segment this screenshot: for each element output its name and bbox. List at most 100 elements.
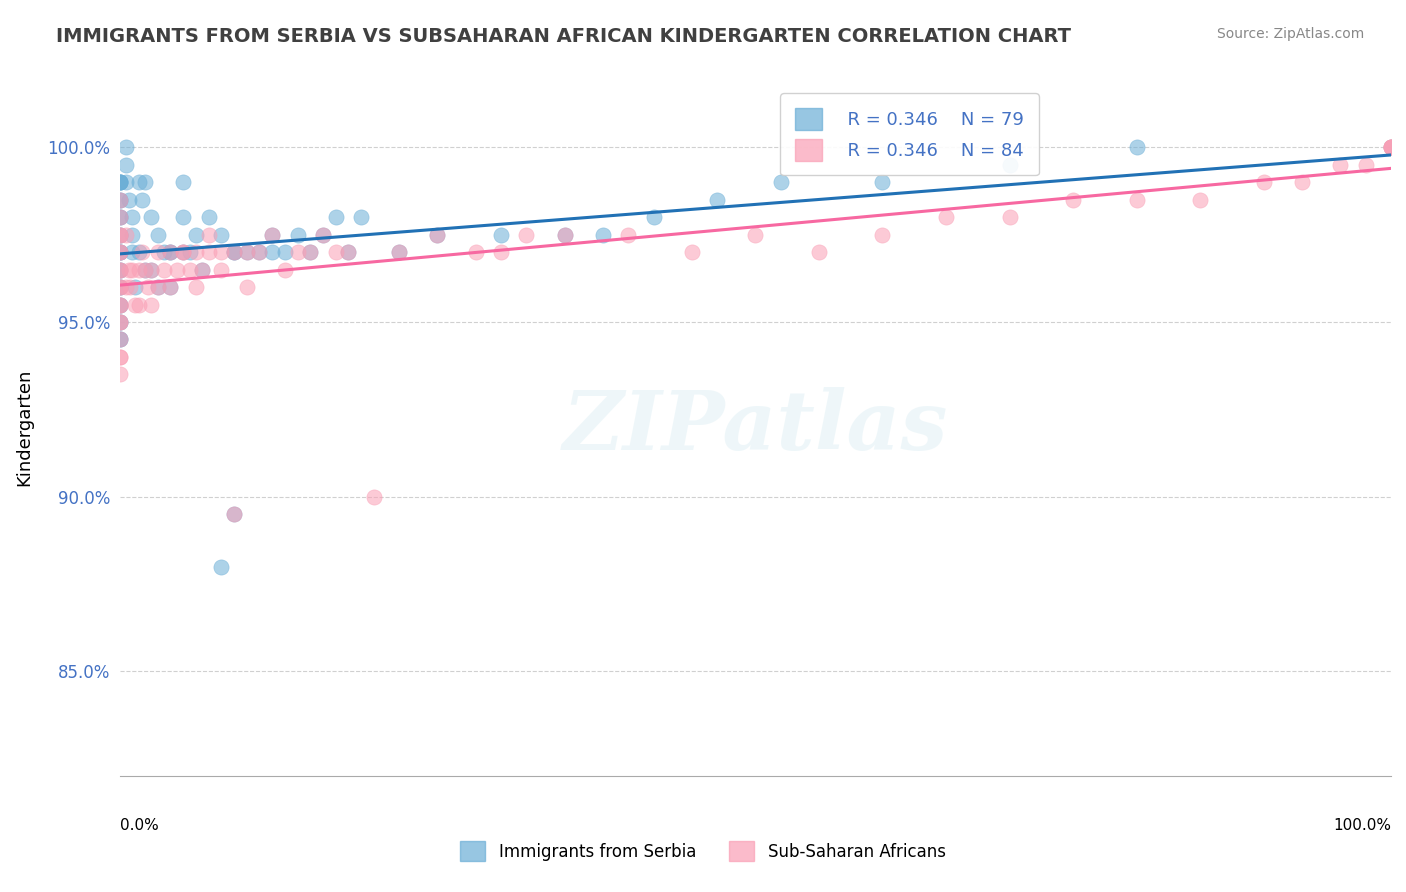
Point: [134, 262, 156, 277]
Point: [108, 280, 131, 294]
Point: [159, 245, 181, 260]
Point: [159, 245, 181, 260]
Point: [134, 262, 156, 277]
Text: ZIPatlas: ZIPatlas: [562, 387, 948, 467]
Point: [337, 245, 360, 260]
Point: [108, 210, 131, 224]
Point: [388, 245, 411, 260]
Point: [489, 245, 512, 260]
Point: [209, 227, 232, 242]
Point: [141, 262, 163, 277]
Point: [108, 175, 131, 189]
Point: [312, 227, 335, 242]
Point: [209, 262, 232, 277]
Point: [172, 245, 194, 260]
Point: [299, 245, 322, 260]
Point: [744, 227, 766, 242]
Point: [197, 227, 219, 242]
Point: [515, 227, 537, 242]
Point: [222, 507, 245, 521]
Point: [172, 245, 194, 260]
Text: 0.0%: 0.0%: [120, 818, 159, 833]
Point: [124, 297, 146, 311]
Point: [184, 227, 207, 242]
Point: [262, 245, 284, 260]
Point: [235, 245, 257, 260]
Point: [108, 262, 131, 277]
Point: [872, 227, 894, 242]
Point: [209, 245, 232, 260]
Text: Source: ZipAtlas.com: Source: ZipAtlas.com: [1216, 27, 1364, 41]
Point: [274, 262, 297, 277]
Point: [706, 193, 728, 207]
Point: [769, 175, 792, 189]
Point: [287, 245, 309, 260]
Point: [159, 280, 181, 294]
Point: [172, 210, 194, 224]
Point: [1125, 140, 1147, 154]
Point: [262, 227, 284, 242]
Point: [617, 227, 640, 242]
Point: [108, 262, 131, 277]
Point: [299, 245, 322, 260]
Point: [134, 175, 156, 189]
Point: [108, 333, 131, 347]
Point: [464, 245, 486, 260]
Point: [141, 297, 163, 311]
Point: [108, 227, 131, 242]
Point: [128, 297, 150, 311]
Point: [222, 507, 245, 521]
Point: [592, 227, 614, 242]
Point: [172, 175, 194, 189]
Point: [146, 245, 169, 260]
Point: [325, 210, 347, 224]
Point: [108, 297, 131, 311]
Point: [1379, 140, 1402, 154]
Point: [262, 227, 284, 242]
Point: [184, 245, 207, 260]
Point: [681, 245, 703, 260]
Point: [118, 280, 141, 294]
Point: [108, 315, 131, 329]
Point: [124, 280, 146, 294]
Point: [179, 245, 201, 260]
Point: [108, 297, 131, 311]
Point: [108, 175, 131, 189]
Point: [136, 280, 159, 294]
Point: [141, 262, 163, 277]
Point: [153, 245, 176, 260]
Text: 100.0%: 100.0%: [1333, 818, 1391, 833]
Point: [108, 175, 131, 189]
Point: [159, 245, 181, 260]
Point: [1379, 140, 1402, 154]
Point: [108, 350, 131, 364]
Point: [1253, 175, 1275, 189]
Point: [108, 315, 131, 329]
Point: [197, 210, 219, 224]
Point: [235, 280, 257, 294]
Point: [117, 262, 139, 277]
Point: [337, 245, 360, 260]
Point: [115, 175, 138, 189]
Point: [249, 245, 271, 260]
Legend: Immigrants from Serbia, Sub-Saharan Africans: Immigrants from Serbia, Sub-Saharan Afri…: [447, 828, 959, 875]
Point: [108, 245, 131, 260]
Point: [426, 227, 449, 242]
Point: [128, 245, 150, 260]
Point: [489, 227, 512, 242]
Point: [115, 280, 138, 294]
Point: [388, 245, 411, 260]
Point: [554, 227, 576, 242]
Point: [146, 280, 169, 294]
Point: [108, 280, 131, 294]
Point: [128, 175, 150, 189]
Text: IMMIGRANTS FROM SERBIA VS SUBSAHARAN AFRICAN KINDERGARTEN CORRELATION CHART: IMMIGRANTS FROM SERBIA VS SUBSAHARAN AFR…: [56, 27, 1071, 45]
Point: [108, 193, 131, 207]
Point: [146, 227, 169, 242]
Point: [108, 333, 131, 347]
Point: [108, 297, 131, 311]
Point: [153, 262, 176, 277]
Point: [643, 210, 665, 224]
Point: [222, 245, 245, 260]
Point: [249, 245, 271, 260]
